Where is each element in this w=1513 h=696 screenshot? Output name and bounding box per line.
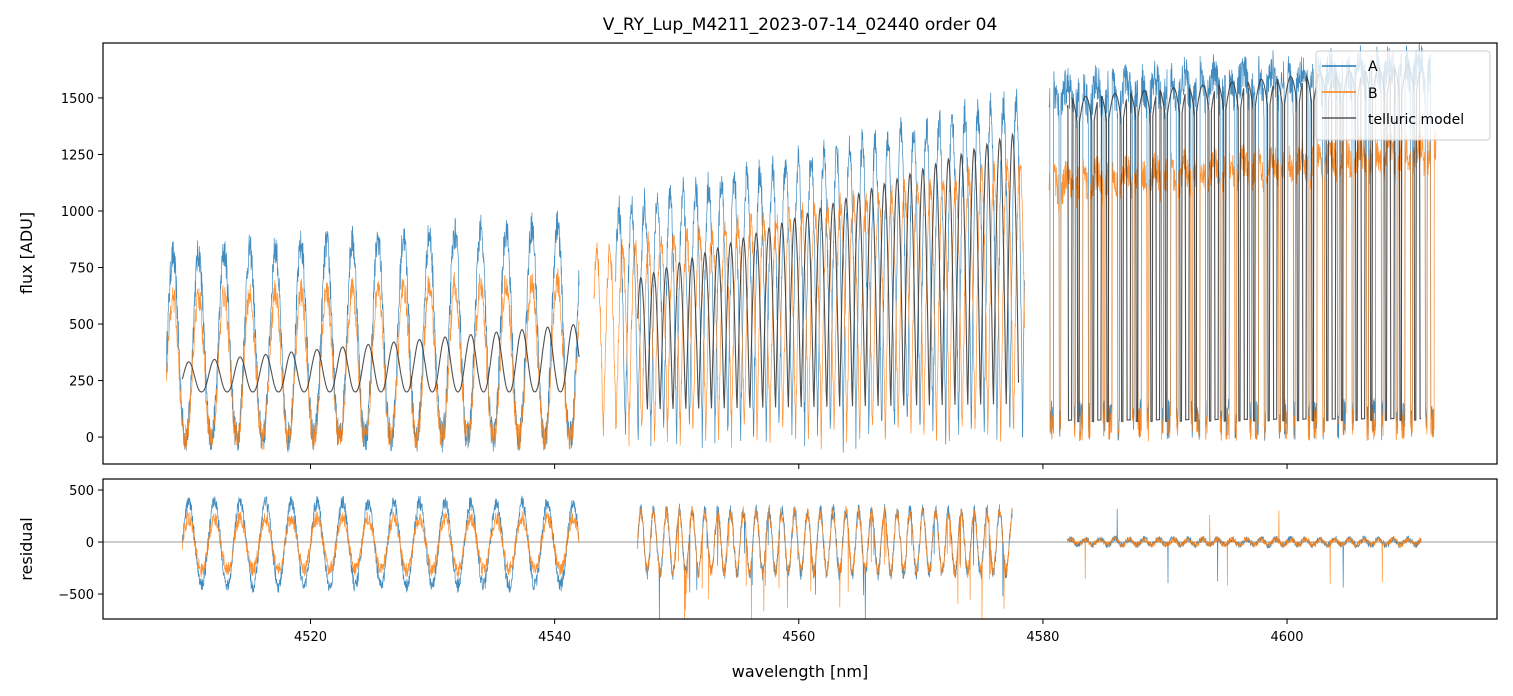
top-plot-area [166,43,1437,453]
residual-line-a [1066,508,1422,588]
top-y-tick-label: 1250 [61,148,94,163]
residual-axes-frame [102,478,1498,620]
x-tick-label: 4560 [782,630,815,645]
flux-line-a [615,88,1025,453]
top-y-tick-label: 750 [69,262,94,277]
legend-box [1315,50,1491,141]
top-y-tick-label: 0 [86,431,94,446]
residual-line-a [181,495,580,594]
legend-label-a: A [1368,59,1378,75]
top-y-tick-label: 1500 [61,92,94,107]
x-tick-label: 4580 [1026,630,1059,645]
flux-line-telluric-model [637,132,1020,410]
top-axes-frame [102,42,1498,465]
residual-y-tick-label: 500 [69,484,94,499]
legend-label-b: B [1368,86,1378,102]
top-y-tick-label: 250 [69,375,94,390]
flux-line-b [166,268,580,451]
residual-y-tick-label: −500 [58,588,94,603]
x-tick-label: 4520 [294,630,327,645]
chart-title: V_RY_Lup_M4211_2023-07-14_02440 order 04 [603,15,998,35]
residual-y-axis-label: residual [17,517,36,580]
flux-line-b [593,158,1025,450]
residual-plot-area [103,495,1497,619]
flux-line-telluric-model [181,324,580,393]
residual-y-tick-label: 0 [86,536,94,551]
top-y-tick-label: 500 [69,318,94,333]
residual-line-b [1066,510,1422,586]
x-axis-label: wavelength [nm] [732,662,869,681]
x-tick-label: 4540 [538,630,571,645]
top-y-tick-label: 1000 [61,205,94,220]
residual-line-b [637,505,1013,619]
top-y-axis-label: flux [ADU] [17,212,36,294]
residual-line-b [181,510,580,578]
x-tick-label: 4600 [1270,630,1303,645]
flux-line-b [1048,129,1437,442]
flux-line-telluric-model [1066,64,1422,423]
legend-label-telluric: telluric model [1368,112,1464,128]
legend: A B telluric model [1315,50,1491,141]
